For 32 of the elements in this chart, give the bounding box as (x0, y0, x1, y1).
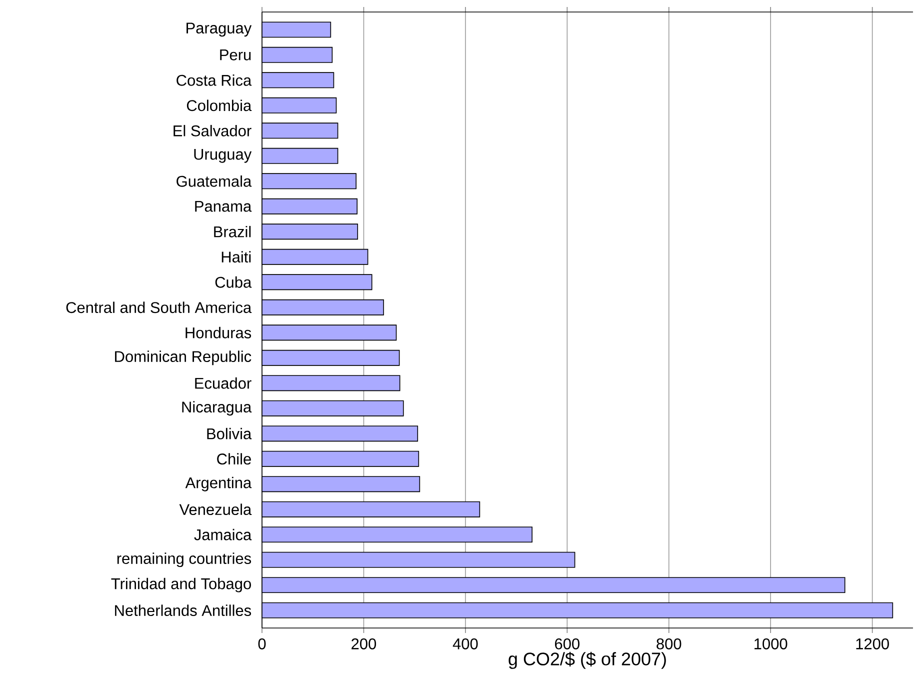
y-tick-label: Ecuador (195, 377, 252, 389)
x-tick-label: 0 (258, 638, 266, 650)
y-tick-label: El Salvador (174, 124, 252, 136)
y-tick-label: remaining countries (117, 552, 252, 568)
y-tick-label: Venezuela (179, 504, 252, 516)
y-tick-label: Netherlands Antilles (115, 604, 252, 616)
x-tick-label: 200 (352, 638, 376, 650)
y-tick-label: Costa Rica (176, 74, 252, 86)
x-axis-title: g CO2/$ ($ of 2007) (508, 652, 666, 669)
y-tick-label: Jamaica (194, 528, 252, 540)
y-tick-label: Honduras (186, 326, 252, 338)
y-tick-label: Nicaragua (182, 401, 252, 416)
y-tick-label: Colombia (186, 100, 252, 112)
x-tick-label: 1000 (754, 638, 788, 650)
x-tick-label: 600 (555, 638, 580, 650)
y-tick-label: Peru (220, 50, 251, 60)
y-tick-label: Paraguay (186, 22, 252, 37)
y-tick-label: Bolivia (207, 428, 252, 440)
x-tick-label: 400 (452, 638, 478, 650)
y-tick-label: Brazil (214, 226, 251, 238)
x-tick-label: 1200 (856, 638, 889, 650)
y-tick-label: Dominican Republic (115, 350, 252, 366)
y-tick-label: Trinidad and Tobago (111, 578, 251, 592)
y-tick-label: Chile (217, 453, 251, 465)
x-tick-label: 800 (656, 638, 682, 650)
y-tick-label: Cuba (215, 276, 252, 288)
y-tick-label: Uruguay (194, 148, 252, 163)
y-tick-label: Panama (195, 200, 252, 212)
y-tick-label: Haiti (222, 251, 251, 263)
y-tick-label: Argentina (185, 476, 252, 492)
y-tick-label: Guatemala (176, 175, 252, 187)
y-tick-label: Central and South America (66, 302, 252, 314)
